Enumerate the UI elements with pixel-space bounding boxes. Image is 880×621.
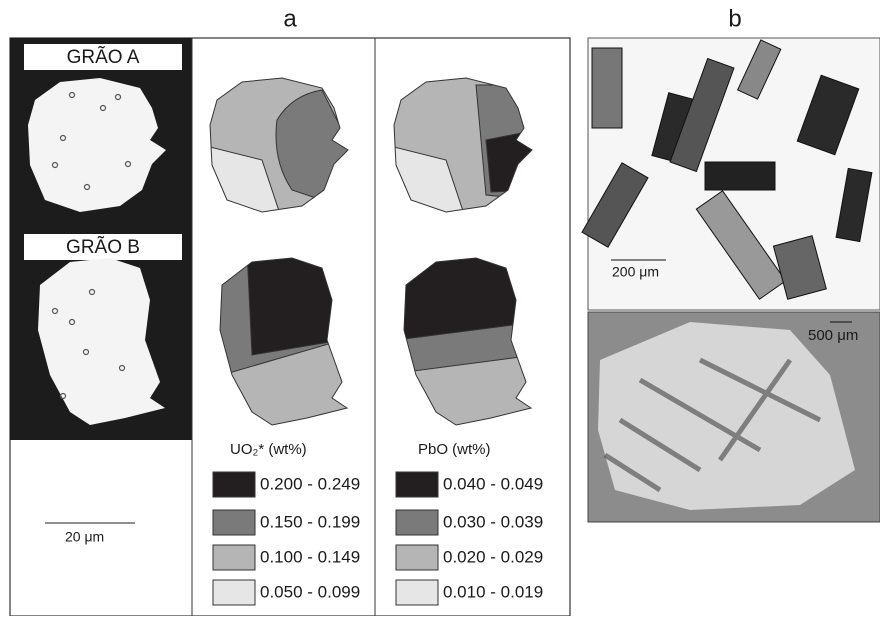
- legend-title: PbO (wt%): [418, 441, 491, 458]
- legend-title: UO₂* (wt%): [230, 441, 307, 458]
- legend-item: 0.100 - 0.149: [260, 547, 360, 566]
- legend-item: 0.030 - 0.039: [443, 512, 543, 531]
- label-box: [24, 44, 182, 70]
- grain-label: GRÃO A: [67, 46, 140, 68]
- crystals: [581, 39, 873, 300]
- label-box: [24, 234, 182, 260]
- legend-item: 0.200 - 0.249: [260, 474, 360, 493]
- cleavage: [603, 357, 822, 493]
- legend-item: 0.050 - 0.099: [260, 582, 360, 601]
- grain-label: GRÃO B: [66, 236, 140, 258]
- grain-photo: [598, 322, 855, 510]
- legend-item: 0.040 - 0.049: [443, 474, 543, 493]
- legend-item: 0.020 - 0.029: [443, 547, 543, 566]
- panel-label: a: [283, 5, 297, 32]
- legend-swatches: [212, 471, 439, 606]
- legend-item: 0.150 - 0.199: [260, 512, 360, 531]
- panel-label: b: [728, 5, 741, 32]
- legend-item: 0.010 - 0.019: [443, 582, 543, 601]
- scale-label: 500 μm: [808, 327, 858, 344]
- spots: [51, 91, 132, 400]
- scale-label: 20 μm: [65, 529, 104, 545]
- legend-items: 0.200 - 0.249 0.150 - 0.199 0.100 - 0.14…: [260, 474, 543, 601]
- scale-label: 200 μm: [612, 264, 659, 280]
